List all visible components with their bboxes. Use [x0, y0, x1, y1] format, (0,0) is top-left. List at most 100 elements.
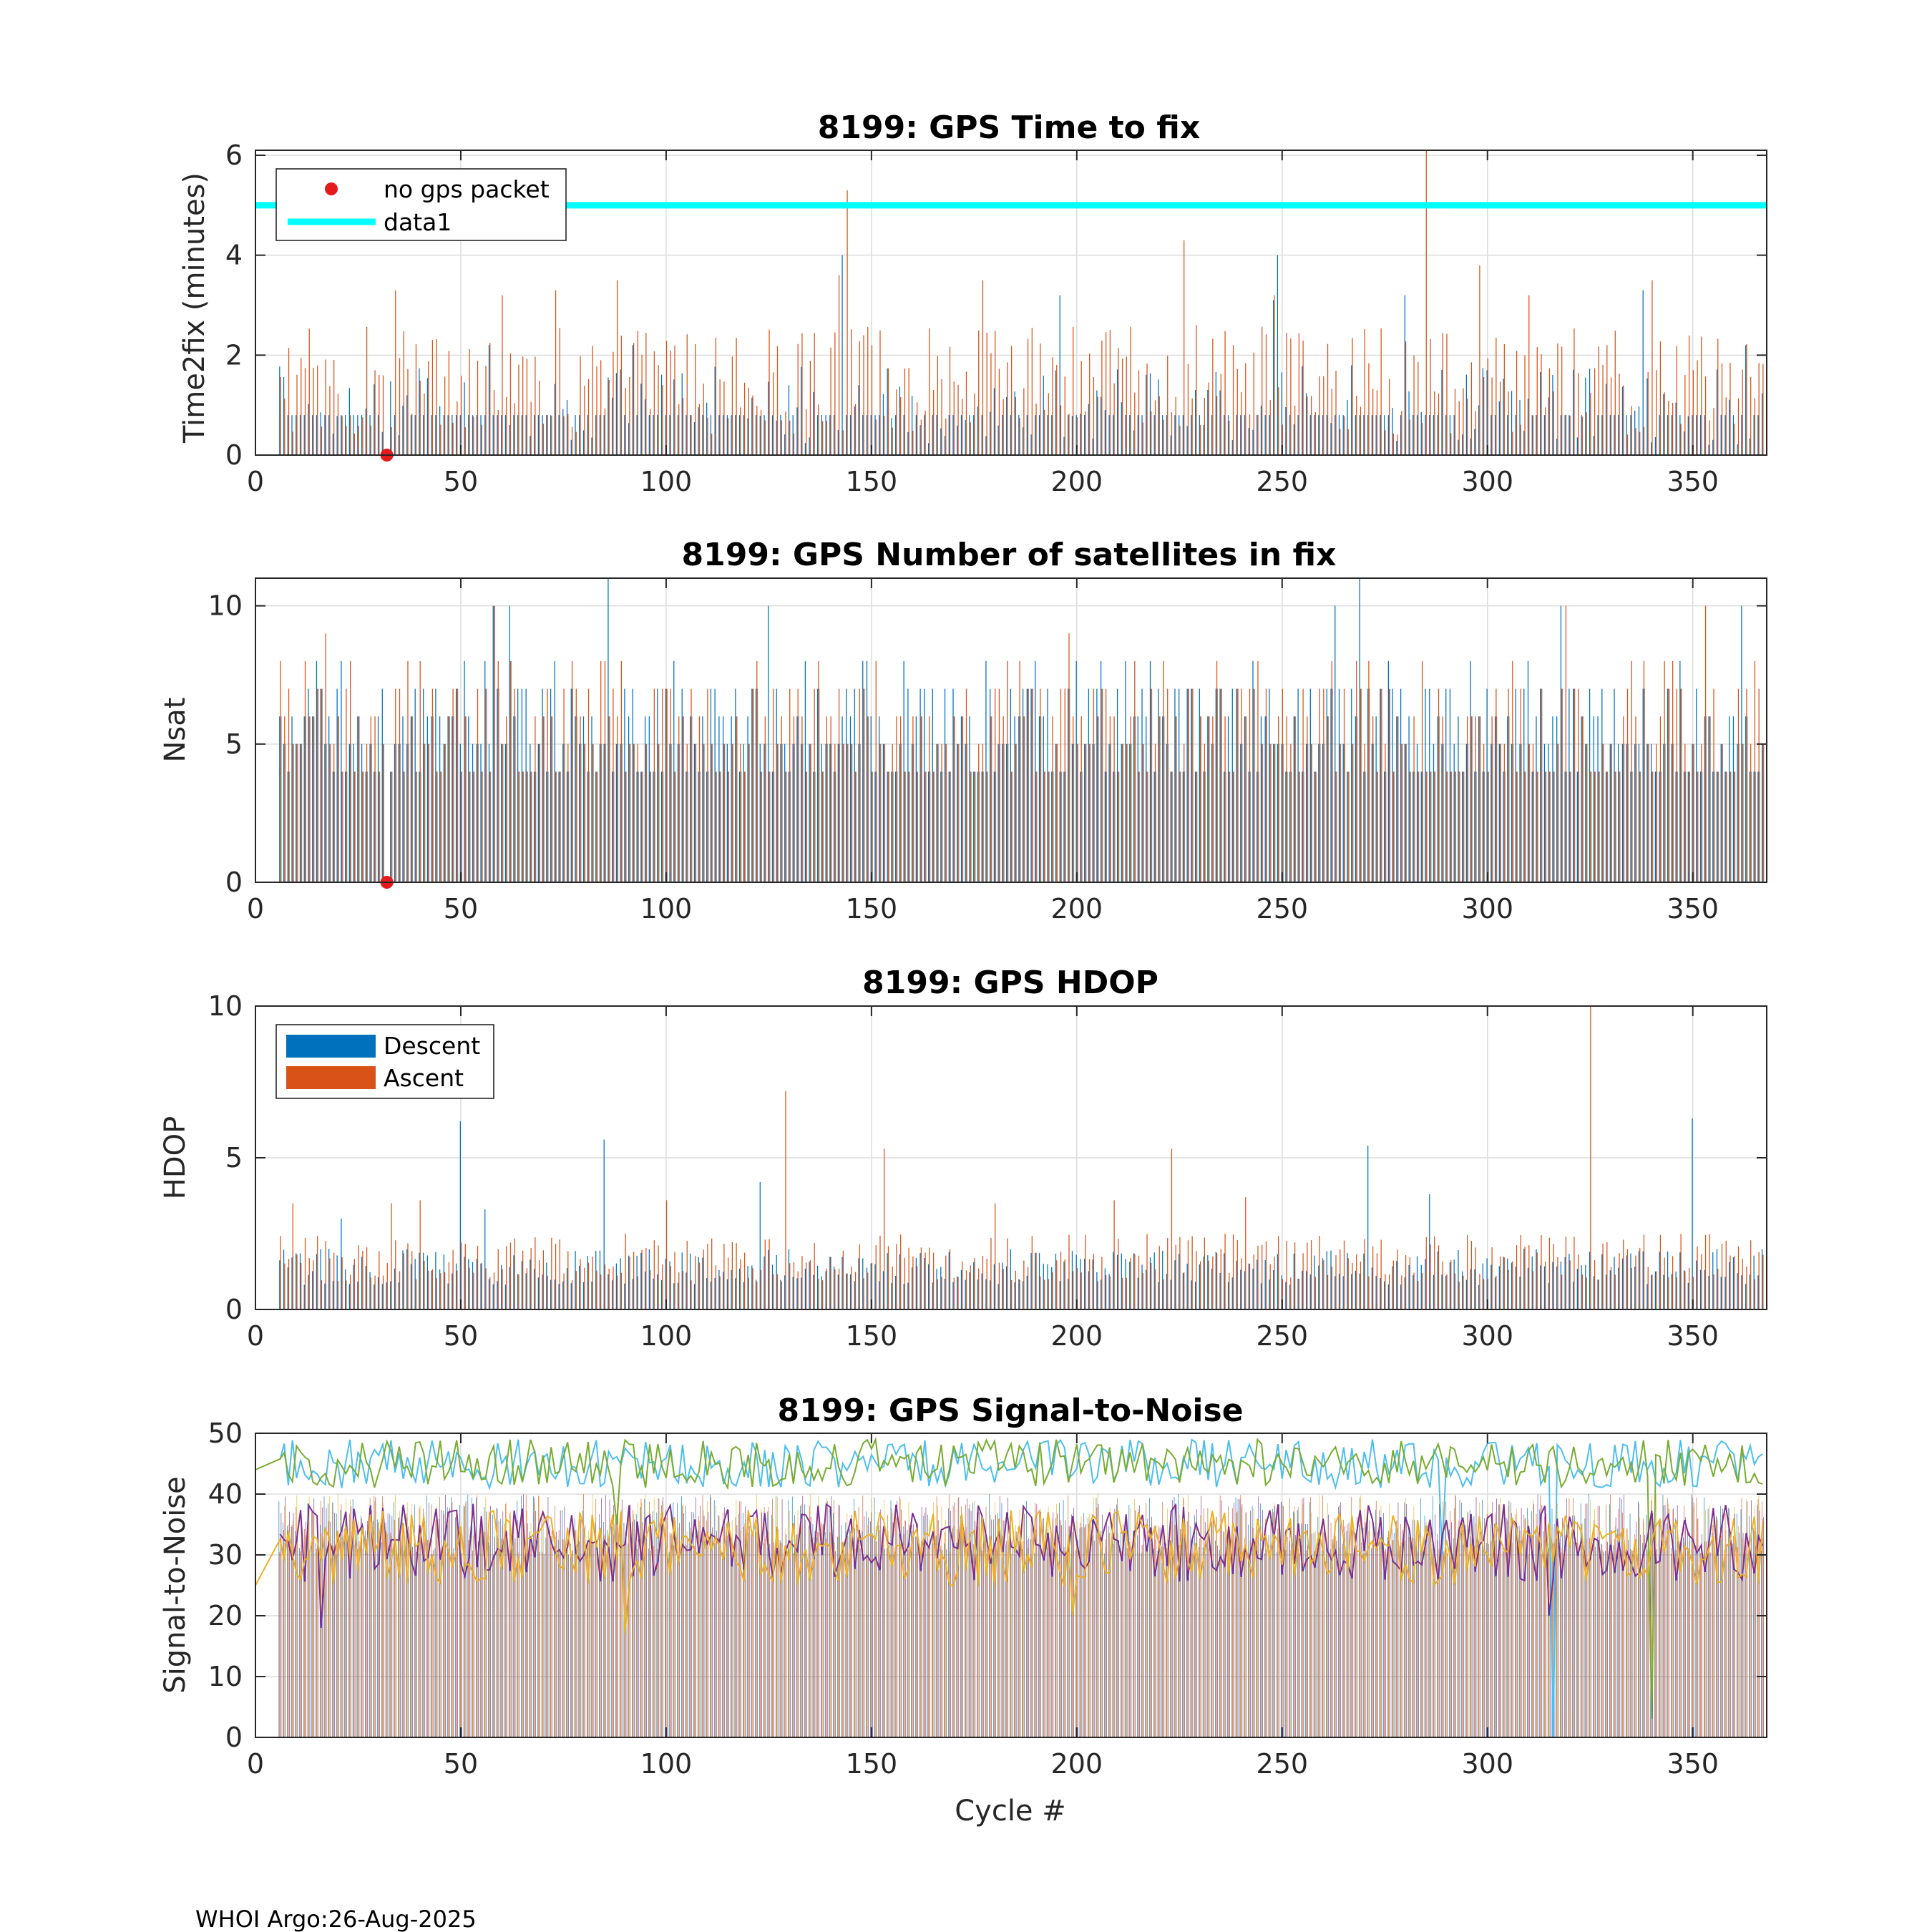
- snr-bar: [1180, 1528, 1181, 1737]
- snr-bar: [599, 1514, 600, 1737]
- descent-bar: [1289, 415, 1291, 455]
- snr-bar: [1262, 1510, 1263, 1737]
- nsat-bar-secondary: [1480, 716, 1481, 882]
- snr-bar: [1150, 1540, 1151, 1737]
- snr-bar: [602, 1521, 604, 1737]
- descent-bar: [936, 743, 937, 882]
- descent-bar: [501, 415, 502, 455]
- snr-bar: [538, 1496, 539, 1737]
- snr-bar: [1631, 1550, 1632, 1737]
- ascent-bar: [953, 1277, 955, 1309]
- ascent-bar: [629, 376, 630, 455]
- descent-bar: [1651, 442, 1652, 455]
- nsat-bar-secondary: [864, 688, 865, 882]
- snr-bar: [1046, 1522, 1048, 1737]
- descent-bar: [1194, 771, 1196, 882]
- descent-bar: [1121, 402, 1122, 455]
- ascent-bar: [1089, 1259, 1091, 1309]
- ascent-bar: [904, 369, 906, 455]
- snr-bar: [673, 1545, 675, 1737]
- ascent-bar: [920, 1247, 922, 1309]
- snr-bar: [601, 1498, 602, 1737]
- descent-bar: [751, 1265, 753, 1309]
- snr-bar: [1071, 1514, 1072, 1737]
- snr-bar: [537, 1540, 538, 1737]
- descent-bar: [1699, 415, 1702, 455]
- ascent-bar: [1499, 1257, 1501, 1309]
- ascent-bar: [1389, 688, 1390, 882]
- nsat-bar-secondary: [358, 716, 360, 882]
- snr-bar: [772, 1498, 773, 1737]
- descent-bar: [1621, 386, 1624, 455]
- snr-bar: [753, 1516, 754, 1737]
- snr-bar: [295, 1531, 296, 1737]
- snr-bar: [997, 1523, 999, 1737]
- descent-bar: [603, 1139, 605, 1309]
- nsat-bar-secondary: [781, 743, 783, 882]
- snr-bar: [1564, 1535, 1566, 1737]
- descent-bar: [558, 771, 560, 882]
- ascent-bar: [674, 1252, 675, 1309]
- snr-bar: [718, 1515, 719, 1737]
- descent-bar: [849, 415, 852, 455]
- descent-bar: [390, 771, 391, 882]
- snr-bar: [722, 1552, 723, 1737]
- ascent-bar: [1762, 743, 1764, 882]
- ascent-bar: [1216, 1253, 1218, 1309]
- descent-bar: [1429, 1194, 1430, 1309]
- snr-bar: [308, 1496, 310, 1737]
- ascent-bar: [366, 326, 368, 455]
- snr-bar: [917, 1523, 918, 1737]
- descent-bar: [324, 415, 326, 455]
- snr-bar: [790, 1548, 791, 1737]
- descent-bar: [1387, 415, 1389, 455]
- snr-bar: [1093, 1498, 1094, 1737]
- descent-bar: [1075, 415, 1077, 455]
- descent-bar: [1277, 255, 1279, 455]
- descent-bar: [681, 688, 683, 882]
- ascent-bar: [965, 688, 967, 882]
- descent-bar: [1273, 743, 1274, 882]
- snr-bar: [336, 1540, 338, 1737]
- ascent-bar: [608, 716, 610, 882]
- descent-bar: [1511, 391, 1513, 455]
- snr-bar: [621, 1499, 623, 1737]
- descent-bar: [1047, 415, 1048, 455]
- descent-bar: [965, 420, 966, 455]
- descent-bar: [796, 1278, 798, 1309]
- descent-bar: [1470, 438, 1471, 455]
- descent-bar: [1465, 743, 1468, 882]
- ascent-bar: [584, 385, 585, 455]
- snr-bar: [1742, 1533, 1744, 1737]
- ascent-bar: [1002, 716, 1004, 882]
- ascent-bar: [321, 426, 323, 455]
- snr-bar: [1416, 1533, 1417, 1737]
- descent-bar: [1408, 716, 1410, 882]
- snr-bar: [1057, 1513, 1058, 1737]
- descent-bar: [1149, 373, 1151, 455]
- ascent-bar: [1438, 688, 1440, 882]
- ascent-bar: [1668, 401, 1669, 455]
- snr-bar: [924, 1538, 926, 1737]
- descent-bar: [1219, 688, 1221, 882]
- snr-bar: [731, 1543, 732, 1737]
- snr-bar: [1640, 1534, 1641, 1737]
- nsat-bar-secondary: [794, 743, 795, 882]
- descent-bar: [357, 1282, 358, 1309]
- snr-bar: [1623, 1542, 1624, 1737]
- snr-bar: [731, 1520, 733, 1737]
- ascent-bar: [822, 421, 824, 455]
- snr-bar: [935, 1536, 937, 1737]
- descent-bar: [336, 688, 338, 882]
- descent-bar: [1297, 688, 1299, 882]
- ascent-bar: [859, 341, 860, 455]
- descent-bar: [348, 1284, 350, 1309]
- ascent-bar: [912, 430, 914, 455]
- ascent-bar: [785, 771, 786, 882]
- snr-bar: [341, 1504, 342, 1737]
- snr-bar: [492, 1514, 493, 1737]
- ascent-bar: [1475, 411, 1476, 455]
- ascent-bar: [748, 387, 749, 455]
- nsat-bar-secondary: [338, 716, 339, 882]
- descent-bar: [891, 1283, 892, 1309]
